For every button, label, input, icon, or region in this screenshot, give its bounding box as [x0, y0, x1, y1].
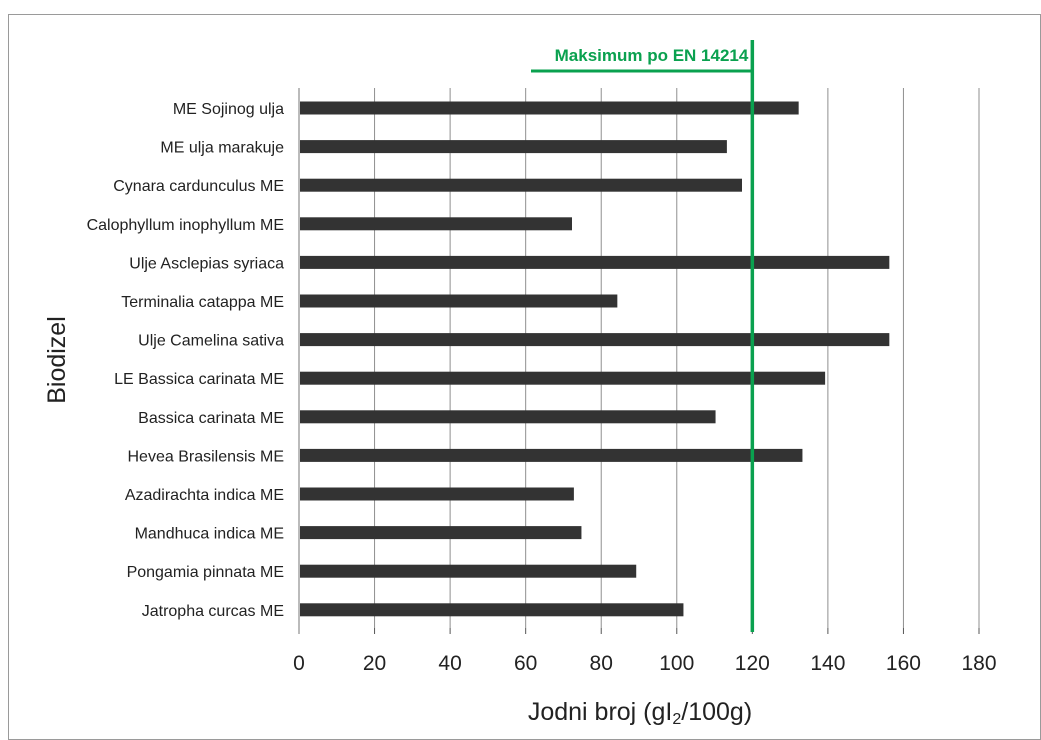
- x-axis-title: Jodni broj (gI2/100g): [528, 698, 752, 728]
- bar-9: [300, 410, 716, 424]
- bar-12: [300, 526, 582, 540]
- bar-10: [300, 448, 803, 462]
- category-label-6: Terminalia catappa ME: [121, 294, 284, 311]
- category-labels: ME Sojinog ulja ME ulja marakuje Cynara ca…: [87, 101, 285, 620]
- category-label-1: ME Sojinog ulja: [173, 101, 284, 118]
- category-label-9: Bassica carinata ME: [138, 410, 284, 427]
- category-label-10: Hevea Brasilensis ME: [128, 448, 285, 465]
- category-label-13: Pongamia pinnata ME: [127, 564, 284, 581]
- category-label-14: Jatropha curcas ME: [142, 603, 284, 620]
- x-tick-label-60: 60: [514, 652, 537, 675]
- x-tick-label-100: 100: [659, 652, 694, 675]
- x-axis: 0 20 40 60 80 100 120 140 160 180: [293, 88, 997, 675]
- x-axis-title-main: Jodni broj (gI: [528, 698, 673, 726]
- category-label-11: Azadirachta indica ME: [125, 487, 284, 504]
- x-tick-label-0: 0: [293, 652, 305, 675]
- category-label-4: Calophyllum inophyllum ME: [87, 217, 284, 234]
- x-axis-title-tail: /100g): [681, 698, 752, 726]
- bar-8: [300, 371, 826, 385]
- category-label-3: Cynara cardunculus ME: [113, 178, 284, 195]
- bar-1: [300, 101, 799, 115]
- x-axis-title-subscript: 2: [672, 711, 681, 728]
- bar-7: [300, 333, 890, 347]
- category-label-5: Ulje Asclepias syriaca: [129, 255, 284, 272]
- category-label-8: LE Bassica carinata ME: [114, 371, 284, 388]
- bars: [300, 101, 890, 617]
- y-axis-title: Biodizel: [43, 316, 71, 404]
- x-tick-label-40: 40: [438, 652, 461, 675]
- bar-2: [300, 140, 727, 154]
- bar-3: [300, 178, 742, 192]
- x-tick-label-140: 140: [810, 652, 845, 675]
- category-label-7: Ulje Camelina sativa: [138, 333, 284, 350]
- bar-13: [300, 564, 637, 578]
- x-tick-label-20: 20: [363, 652, 386, 675]
- bar-5: [300, 255, 890, 269]
- grid-lines: [374, 88, 980, 628]
- reference-line-label: Maksimum po EN 14214: [555, 46, 749, 65]
- x-tick-label-120: 120: [735, 652, 770, 675]
- category-label-2: ME ulja marakuje: [160, 140, 284, 157]
- bar-11: [300, 487, 574, 501]
- category-label-12: Mandhuca indica ME: [135, 526, 284, 543]
- x-tick-label-180: 180: [961, 652, 996, 675]
- x-tick-label-80: 80: [590, 652, 613, 675]
- bar-6: [300, 294, 618, 308]
- x-tick-label-160: 160: [886, 652, 921, 675]
- reference-line-group: Maksimum po EN 14214: [531, 40, 755, 632]
- bar-14: [300, 603, 684, 617]
- bar-4: [300, 217, 572, 231]
